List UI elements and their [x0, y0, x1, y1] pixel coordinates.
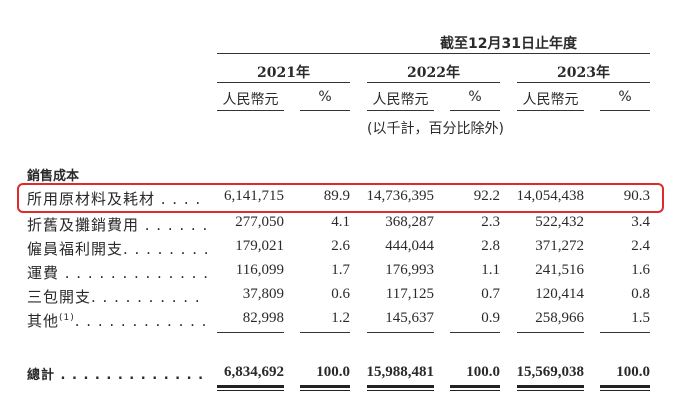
year-rule	[367, 82, 500, 83]
percent-2021: 2.6	[331, 238, 350, 254]
total-double-rule	[600, 385, 650, 391]
sub-rule	[600, 110, 650, 111]
year-2021-header: 2021年	[257, 65, 310, 81]
percent-2021: 4.1	[331, 214, 350, 230]
value-2021: 6,141,715	[224, 188, 284, 204]
row-label: 三包開支. . . . . . . . . . . .	[27, 288, 207, 306]
leader-dots: . . . . . . . . . . . . . .	[74, 312, 207, 330]
total-2021: 6,834,692	[224, 364, 284, 380]
sub-rule	[450, 110, 500, 111]
percent-2023: 1.5	[631, 310, 650, 326]
value-2023: 371,272	[535, 238, 584, 254]
value-2022: 117,125	[385, 286, 434, 302]
row-label: 僱員福利開支. . . . . . . .	[27, 240, 207, 258]
highlight-box	[17, 183, 664, 213]
value-2021: 116,099	[235, 262, 284, 278]
value-2023: 14,054,438	[516, 188, 585, 204]
value-2022: 444,044	[385, 238, 434, 254]
subtotal-rule	[517, 332, 584, 333]
row-label: 其他(1). . . . . . . . . . . . . .	[27, 310, 207, 331]
subtotal-rule	[367, 332, 434, 333]
year-rule	[517, 82, 650, 83]
subtotal-rule	[600, 332, 650, 333]
subtotal-rule	[450, 332, 500, 333]
row-label: 所用原材料及耗材 . . . .	[27, 190, 202, 208]
row-label: 運費 . . . . . . . . . . . . . . .	[27, 264, 207, 282]
section-title: 銷售成本	[27, 169, 80, 184]
percent-2023: 90.3	[623, 188, 650, 204]
sub-rule	[367, 110, 434, 111]
total-double-rule	[217, 385, 284, 391]
row-label: 折舊及攤銷費用 . . . . . .	[27, 216, 207, 234]
percent-2021: 1.7	[331, 262, 350, 278]
value-2023: 241,516	[535, 262, 584, 278]
percent-2023: 1.6	[631, 262, 650, 278]
percent-2021: 1.2	[331, 310, 350, 326]
sub-rule	[517, 110, 584, 111]
value-2021: 82,998	[242, 310, 284, 326]
period-header: 截至12月31日止年度	[440, 36, 577, 52]
total-double-rule	[367, 385, 434, 391]
percent-2023: 3.4	[631, 214, 650, 230]
percent-2023: 0.8	[631, 286, 650, 302]
total-2022: 15,988,481	[366, 364, 435, 380]
percent-2022: 0.7	[481, 286, 500, 302]
total-percent-2023: 100.0	[616, 364, 650, 380]
value-2021: 37,809	[242, 286, 284, 302]
percent-2022: 2.3	[481, 214, 500, 230]
percent-2022: 2.8	[481, 238, 500, 254]
percent-header-2023: %	[618, 89, 632, 105]
total-percent-2021: 100.0	[316, 364, 350, 380]
percent-2021: 89.9	[323, 188, 350, 204]
value-2022: 176,993	[385, 262, 434, 278]
unit-note: (以千計，百分比除外)	[367, 121, 504, 137]
value-2022: 368,287	[385, 214, 434, 230]
percent-header-2022: %	[468, 89, 482, 105]
subtotal-rule	[300, 332, 350, 333]
percent-header-2021: %	[318, 89, 332, 105]
value-2022: 145,637	[385, 310, 434, 326]
percent-2021: 0.6	[331, 286, 350, 302]
header-rule	[217, 53, 650, 54]
percent-2022: 1.1	[481, 262, 500, 278]
value-2021: 179,021	[235, 238, 284, 254]
total-double-rule	[517, 385, 584, 391]
percent-2022: 0.9	[481, 310, 500, 326]
value-2023: 120,414	[535, 286, 584, 302]
percent-2023: 2.4	[631, 238, 650, 254]
currency-header-2021: 人民幣元	[222, 92, 279, 108]
footnote-marker: (1)	[59, 313, 75, 323]
total-label: 總計 . . . . . . . . . . . . . . . . . . .…	[27, 368, 207, 383]
year-2022-header: 2022年	[407, 65, 460, 81]
total-double-rule	[300, 385, 350, 391]
currency-header-2022: 人民幣元	[372, 92, 429, 108]
currency-header-2023: 人民幣元	[522, 92, 579, 108]
value-2023: 258,966	[535, 310, 584, 326]
year-2023-header: 2023年	[557, 65, 610, 81]
total-2023: 15,569,038	[516, 364, 585, 380]
total-percent-2022: 100.0	[466, 364, 500, 380]
sub-rule	[217, 110, 284, 111]
year-rule	[217, 82, 350, 83]
sub-rule	[300, 110, 350, 111]
total-double-rule	[450, 385, 500, 391]
row-label-text: 其他	[27, 312, 60, 330]
value-2023: 522,432	[535, 214, 584, 230]
value-2021: 277,050	[235, 214, 284, 230]
subtotal-rule	[217, 332, 284, 333]
percent-2022: 92.2	[473, 188, 500, 204]
value-2022: 14,736,395	[366, 188, 435, 204]
